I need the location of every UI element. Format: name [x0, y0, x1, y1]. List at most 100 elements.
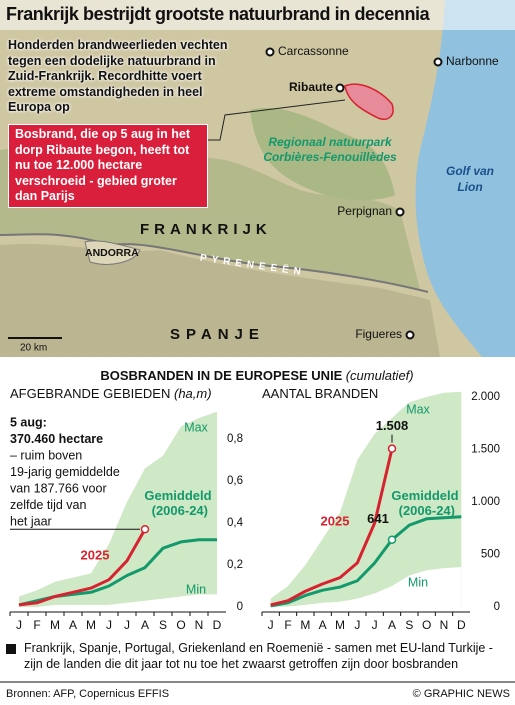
- callout: Bosbrand, die op 5 aug in het dorp Ribau…: [8, 124, 208, 208]
- annotation: het jaar: [10, 514, 52, 528]
- series-label: Gemiddeld (2006-24): [144, 488, 211, 518]
- city-label: Carcassonne: [278, 44, 349, 58]
- city-label: Narbonne: [446, 54, 499, 68]
- city-dot: [395, 207, 405, 217]
- x-tick-label: J: [16, 618, 22, 632]
- bullet: [6, 644, 16, 654]
- chart-title-main: AFGEBRANDE GEBIEDEN: [10, 386, 170, 401]
- city-label: Figueres: [355, 327, 402, 341]
- y-tick-label: 0,8: [227, 433, 243, 445]
- x-tick-label: M: [50, 618, 60, 632]
- end-point: [387, 444, 397, 453]
- chart-subtitle: (ha,m): [174, 386, 212, 401]
- x-tick-label: A: [319, 618, 327, 632]
- section-subtitle: (cumulatief): [346, 368, 414, 383]
- chart-title-main: AANTAL BRANDEN: [262, 386, 378, 401]
- title: Frankrijk bestrijdt grootste natuurbrand…: [6, 4, 430, 24]
- x-tick-label: J: [106, 618, 112, 632]
- map-spain: [0, 243, 440, 357]
- x-tick-label: A: [69, 618, 77, 632]
- y-tick-label: 500: [481, 549, 500, 561]
- y-tick-label: 0: [237, 601, 243, 613]
- park-label: Corbières-Fenouillèdes: [263, 150, 397, 164]
- country-label: SPANJE: [170, 326, 265, 343]
- x-tick-label: N: [195, 618, 204, 632]
- series-label: 2025: [321, 513, 350, 528]
- series-label-part: (2006-24): [395, 503, 455, 518]
- value-label: 1.508: [376, 418, 409, 433]
- series-label-part: Gemiddeld: [391, 488, 458, 503]
- annotation: 5 aug:: [10, 415, 47, 429]
- sources: Bronnen: AFP, Copernicus EFFIS: [6, 688, 169, 700]
- series-label: Min: [186, 582, 206, 596]
- x-tick-label: M: [335, 618, 345, 632]
- y-tick-label: 2.000: [471, 391, 500, 403]
- sea-label: Golf van: [446, 164, 494, 178]
- end-point: [140, 524, 150, 534]
- scale-label: 20 km: [20, 343, 47, 354]
- map-border: [0, 233, 429, 293]
- map-andorra: [84, 240, 141, 265]
- x-tick-label: F: [284, 618, 291, 632]
- chart-title: AANTAL BRANDEN: [262, 386, 378, 401]
- city-dot: [335, 83, 345, 93]
- x-tick-label: D: [213, 618, 222, 632]
- x-tick-label: J: [124, 618, 130, 632]
- y-tick-label: 0,4: [227, 517, 244, 529]
- x-tick-label: O: [422, 618, 431, 632]
- map-fire-area: [344, 83, 394, 120]
- annotation: – ruim boven: [10, 448, 82, 462]
- city-label: Perpignan: [337, 204, 392, 218]
- x-tick-label: J: [354, 618, 360, 632]
- x-tick-label: F: [33, 618, 40, 632]
- credit: © GRAPHIC NEWS: [413, 688, 510, 700]
- city-dot: [405, 330, 415, 340]
- park-label: Regionaal natuurpark: [268, 135, 393, 149]
- end-point: [387, 535, 397, 544]
- annotation: van 187.766 voor: [10, 481, 107, 495]
- country-label: FRANKRIJK: [140, 221, 272, 238]
- city-dot: [433, 57, 443, 67]
- band-area: [270, 391, 462, 607]
- series-label: 2025: [81, 547, 110, 562]
- series-line: [18, 528, 147, 607]
- y-tick-label: 0: [494, 601, 500, 613]
- country-label: ANDORRA: [85, 247, 139, 259]
- map-park: [250, 107, 395, 201]
- series-label: Min: [408, 575, 428, 589]
- annotation: zelfde tijd van: [10, 498, 86, 512]
- chart-title: AFGEBRANDE GEBIEDEN (ha,m): [10, 386, 212, 401]
- x-tick-label: J: [268, 618, 274, 632]
- series-label: Gemiddeld (2006-24): [391, 488, 458, 518]
- map: Carcassonne Narbonne Ribaute Perpignan F…: [0, 0, 515, 357]
- y-tick-label: 1.500: [471, 444, 500, 456]
- annotation: 370.460 hectare: [10, 432, 103, 446]
- band-area: [19, 594, 217, 607]
- series-line: [270, 515, 462, 608]
- y-tick-label: 0,2: [227, 559, 243, 571]
- intro: Honderden brandweerlieden vechten tegen …: [8, 38, 228, 114]
- value-label: 641: [367, 511, 389, 526]
- x-tick-label: S: [159, 618, 167, 632]
- x-tick-label: M: [300, 618, 310, 632]
- band-area: [19, 411, 217, 607]
- city-label: Ribaute: [289, 80, 333, 94]
- series-label: Max: [184, 420, 208, 434]
- callout-leader: [205, 99, 346, 141]
- series-label-part: Gemiddeld: [144, 488, 211, 503]
- y-tick-label: 0,6: [227, 475, 243, 487]
- series-label: Max: [406, 402, 430, 416]
- series-label-part: (2006-24): [148, 503, 208, 518]
- title-band: [0, 0, 515, 30]
- x-tick-label: A: [388, 618, 396, 632]
- section-title-main: BOSBRANDEN IN DE EUROPESE UNIE: [100, 368, 342, 383]
- x-tick-label: M: [86, 618, 96, 632]
- map-sea: [415, 0, 515, 357]
- x-tick-label: O: [176, 618, 185, 632]
- x-tick-label: S: [405, 618, 413, 632]
- sea-label: Lion: [457, 180, 482, 194]
- series-line: [270, 448, 394, 607]
- band-area: [270, 567, 462, 607]
